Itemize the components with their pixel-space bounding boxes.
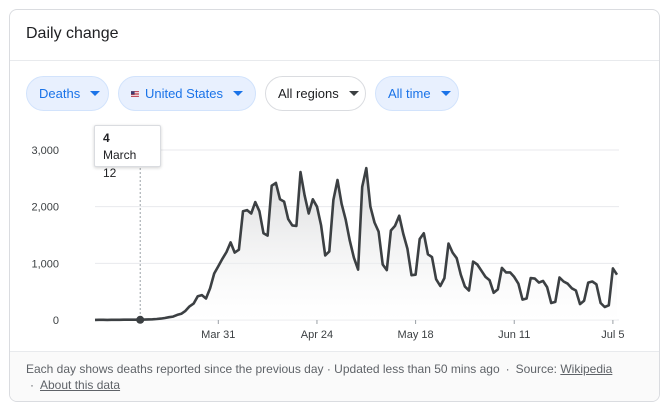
x-tick-label: Mar 31 — [201, 329, 235, 341]
chart-tooltip: 4 March 12 — [94, 125, 161, 180]
tooltip-value: 4 — [103, 131, 110, 145]
metric-dropdown-label: Deaths — [39, 86, 81, 101]
tooltip-date: March 12 — [103, 148, 137, 180]
series-area — [95, 168, 617, 320]
highlight-point[interactable] — [136, 315, 145, 324]
footer-separator: · — [505, 362, 510, 376]
card-title: Daily change — [26, 25, 119, 42]
series-line — [94, 166, 619, 322]
chevron-down-icon — [233, 91, 243, 96]
x-tick-label: Jul 5 — [601, 329, 624, 341]
footer-description: Each day shows deaths reported since the… — [26, 362, 500, 376]
chevron-down-icon — [440, 91, 451, 96]
metric-dropdown[interactable]: Deaths — [26, 76, 109, 111]
x-axis-labels: Mar 31 Apr 24 May 18 Jun 11 Jul 5 — [201, 320, 625, 341]
region-dropdown[interactable]: All regions — [265, 76, 366, 111]
footer: Each day shows deaths reported since the… — [10, 351, 659, 401]
time-range-dropdown-label: All time — [388, 86, 431, 101]
source-link[interactable]: Wikipedia — [560, 362, 613, 376]
country-dropdown-label: United States — [144, 86, 223, 101]
source-label: Source: — [515, 362, 557, 376]
daily-change-card: Daily change Deaths United States All re… — [9, 9, 660, 402]
time-range-dropdown[interactable]: All time — [375, 76, 459, 111]
y-tick-label: 1,000 — [31, 258, 59, 270]
region-dropdown-label: All regions — [278, 86, 339, 101]
x-tick-label: Apr 24 — [301, 329, 333, 341]
y-tick-label: 3,000 — [31, 145, 59, 157]
chevron-down-icon — [90, 91, 101, 96]
title-divider — [10, 60, 659, 61]
y-axis-labels: 0 1,000 2,000 3,000 — [31, 145, 59, 327]
us-flag-icon — [131, 90, 139, 97]
chevron-down-icon — [348, 91, 359, 96]
footer-separator: · — [30, 378, 34, 392]
daily-deaths-chart[interactable]: 0 1,000 2,000 3,000 Mar 31 Apr 24 May 18 Jun 1… — [10, 120, 660, 350]
y-tick-label: 0 — [53, 315, 59, 327]
x-tick-label: May 18 — [398, 329, 434, 341]
country-dropdown[interactable]: United States — [118, 76, 256, 111]
about-data-link[interactable]: About this data — [40, 378, 121, 392]
x-tick-label: Jun 11 — [498, 329, 530, 341]
y-tick-label: 2,000 — [31, 202, 59, 214]
